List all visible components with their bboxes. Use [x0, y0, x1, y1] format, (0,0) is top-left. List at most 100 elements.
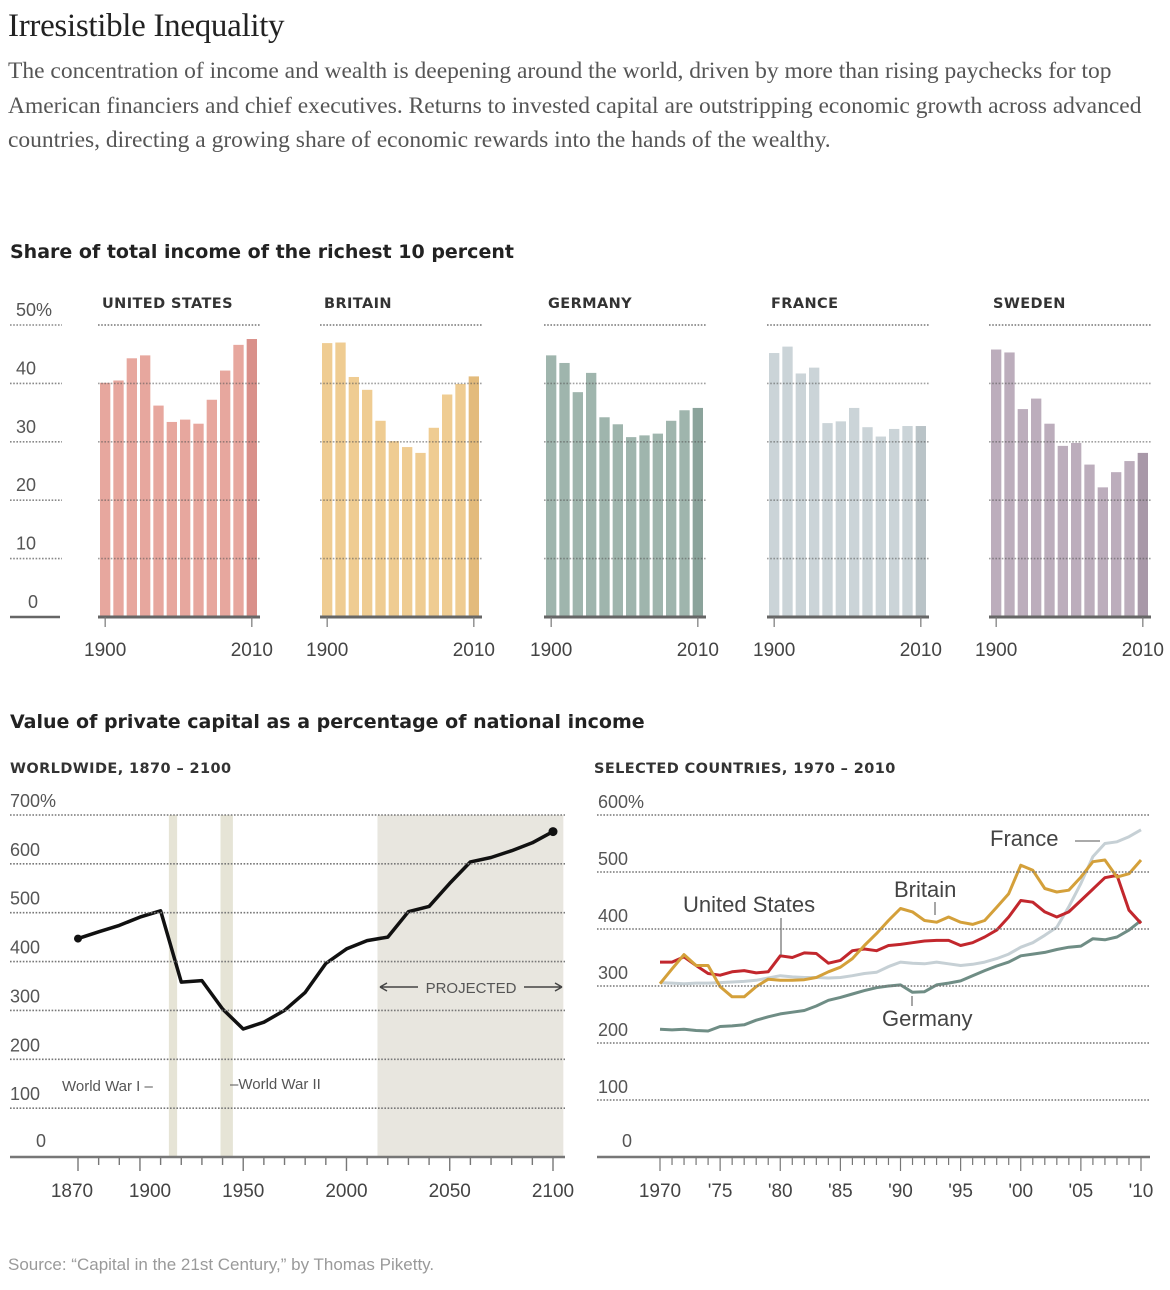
bar [991, 349, 1002, 617]
bar [1044, 423, 1055, 617]
bar [1124, 461, 1135, 617]
line-united-states [660, 873, 1143, 977]
projected-label: PROJECTED [426, 980, 517, 997]
bar [220, 370, 231, 617]
bar [362, 389, 373, 617]
shaded-band-war [220, 815, 233, 1157]
y-tick-label: 100 [598, 1077, 628, 1097]
source-note: Source: “Capital in the 21st Century,” b… [8, 1255, 435, 1274]
x-tick-label: 1900 [84, 640, 126, 661]
x-tick-label: '05 [1068, 1181, 1093, 1202]
end-point [548, 827, 558, 837]
panel-title: SWEDEN [993, 296, 1066, 312]
bar [559, 362, 570, 617]
bar [455, 383, 466, 617]
shaded-band-projected [377, 815, 564, 1157]
line-britain [658, 858, 1143, 999]
x-tick-label: 1900 [753, 640, 795, 661]
y-tick-label: 0 [36, 1131, 46, 1151]
bar-panel-united-states: UNITED STATES 1900 2010 [84, 296, 273, 661]
bar [1057, 445, 1068, 617]
bar [782, 346, 793, 617]
bar [795, 373, 806, 617]
y-tick-label: 700% [10, 791, 56, 811]
worldwide-chart: 700% 600 500 400 300 200 100 0 1870 1900 1950 2000 2… [10, 791, 574, 1202]
bar [572, 392, 583, 617]
bar [889, 428, 900, 617]
bar [233, 344, 244, 617]
x-tick-label: '95 [948, 1181, 973, 1202]
bar [415, 452, 426, 617]
bar [375, 420, 386, 617]
bar-panel-sweden: SWEDEN 1900 2010 [975, 296, 1164, 661]
y-tick-label: 0 [28, 592, 38, 612]
y-tick-label: 500 [598, 849, 628, 869]
y-tick-label: 300 [598, 963, 628, 983]
bar [113, 380, 124, 617]
bar [246, 339, 257, 617]
bar [140, 355, 151, 617]
y-tick-label: 300 [10, 986, 40, 1006]
y-tick-label: 50% [16, 300, 52, 320]
bar [822, 423, 833, 617]
bar [206, 399, 217, 617]
bar [862, 427, 873, 617]
ww1-label: World War I – [62, 1078, 154, 1095]
bar-panel-france: FRANCE 1900 2010 [753, 296, 942, 661]
page-title: Irresistible Inequality [8, 8, 285, 44]
bar [875, 436, 886, 617]
y-tick-label: 600% [598, 792, 644, 812]
x-tick-label: 2010 [453, 640, 495, 661]
y-tick-label: 10 [16, 534, 36, 554]
bar [442, 394, 453, 617]
y-tick-label: 200 [598, 1020, 628, 1040]
bar [1084, 464, 1095, 617]
bar [1071, 442, 1082, 617]
bar [193, 423, 204, 617]
ww2-label: –World War II [230, 1076, 321, 1093]
intro-paragraph: The concentration of income and wealth i… [8, 58, 1142, 154]
line-germany [659, 919, 1142, 1033]
shaded-band-war [168, 815, 178, 1157]
y-tick-label: 30 [16, 417, 36, 437]
series-label: United States [683, 892, 815, 917]
y-tick-label: 400 [598, 906, 628, 926]
arrow-left-icon [379, 982, 418, 992]
panel-title: UNITED STATES [102, 296, 233, 312]
series-label: Germany [882, 1006, 972, 1031]
x-tick-label: '75 [708, 1181, 733, 1202]
bar [1097, 487, 1108, 617]
arrow-right-icon [524, 982, 563, 992]
y-tick-label: 500 [10, 889, 40, 909]
bar [335, 342, 346, 617]
x-tick-label: 1900 [530, 640, 572, 661]
y-tick-label: 200 [10, 1035, 40, 1055]
bar [388, 441, 399, 617]
x-tick-label: 1970 [639, 1181, 681, 1202]
x-tick-label: 1900 [306, 640, 348, 661]
bar [153, 405, 164, 617]
bar [180, 419, 191, 617]
bar [849, 407, 860, 617]
bar [626, 437, 637, 617]
panel-title: GERMANY [548, 296, 632, 312]
bar [1031, 398, 1042, 617]
bar [166, 421, 177, 617]
y-tick-label: 20 [16, 475, 36, 495]
x-tick-label: '90 [888, 1181, 913, 1202]
x-tick-label: 2010 [231, 640, 273, 661]
bar-panel-britain: BRITAIN 1900 2010 [306, 296, 495, 661]
bar [809, 367, 820, 617]
worldwide-subtitle: WORLDWIDE, 1870 – 2100 [10, 761, 232, 777]
panel-title: FRANCE [771, 296, 838, 312]
panel-title: BRITAIN [324, 296, 392, 312]
y-tick-label: 0 [622, 1131, 632, 1151]
selected-countries-chart: 600% 500 400 300 200 100 0 1970 '75 '80 '85 '90 '95 '… [597, 792, 1153, 1202]
y-tick-label: 600 [10, 840, 40, 860]
bar [546, 355, 557, 617]
series-label: Britain [894, 877, 956, 902]
y-tick-label: 400 [10, 938, 40, 958]
bar [915, 426, 926, 617]
x-tick-label: 2010 [900, 640, 942, 661]
